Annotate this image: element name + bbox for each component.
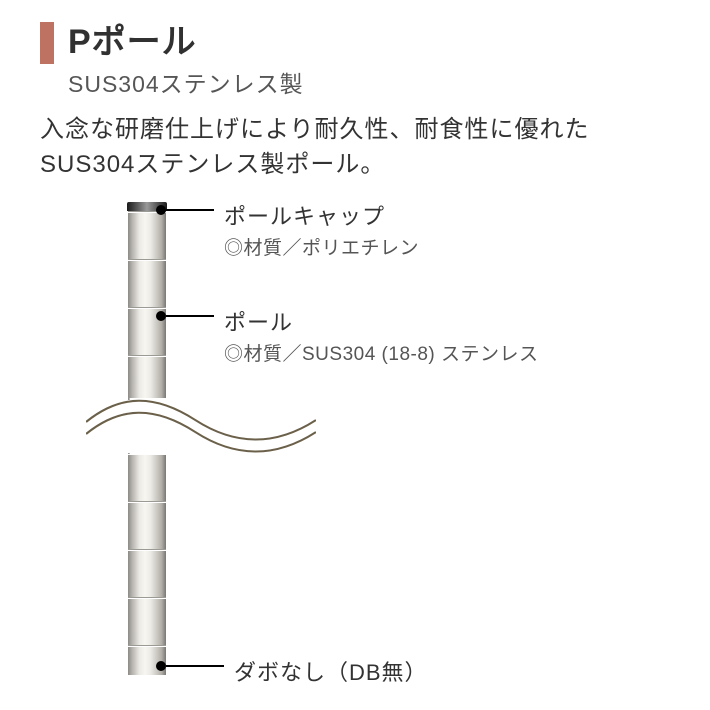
callout-detail: ◎材質／SUS304 (18-8) ステンレス (224, 339, 539, 366)
callout-dot-icon (156, 205, 166, 215)
callout-label: ポール (224, 305, 539, 337)
callout-dot-icon (156, 311, 166, 321)
callout-text: ポールキャップ◎材質／ポリエチレン (224, 199, 419, 260)
callout-leader-line (166, 315, 214, 317)
pole-ring (128, 645, 166, 647)
callout-foot: ダボなし（DB無） (156, 655, 428, 687)
callout-leader-line (166, 209, 214, 211)
title-block: Pポール SUS304ステンレス製 (68, 22, 304, 99)
callout-cap: ポールキャップ◎材質／ポリエチレン (156, 199, 419, 260)
callout-text: ダボなし（DB無） (234, 655, 428, 687)
callout-text: ポール◎材質／SUS304 (18-8) ステンレス (224, 305, 539, 366)
callout-dot-icon (156, 661, 166, 671)
product-title: Pポール (68, 22, 304, 63)
break-wave-path (86, 401, 316, 452)
pole-ring (128, 501, 166, 503)
callout-label: ポールキャップ (224, 199, 419, 231)
pole-ring (128, 597, 166, 599)
diagram-zone: ポールキャップ◎材質／ポリエチレンポール◎材質／SUS304 (18-8) ステ… (0, 205, 710, 705)
callout-leader-line (166, 665, 224, 667)
pole-bottom-segment (128, 453, 166, 675)
callout-label: ダボなし（DB無） (234, 655, 428, 687)
pole-ring (128, 549, 166, 551)
callout-detail: ◎材質／ポリエチレン (224, 233, 419, 260)
callout-pole: ポール◎材質／SUS304 (18-8) ステンレス (156, 305, 539, 366)
break-wave-icon (86, 398, 316, 454)
product-description: 入念な研磨仕上げにより耐久性、耐食性に優れたSUS304ステンレス製ポール。 (0, 99, 710, 183)
product-subtitle: SUS304ステンレス製 (68, 65, 304, 99)
header-block: Pポール SUS304ステンレス製 (0, 0, 710, 99)
accent-bar (40, 22, 54, 64)
